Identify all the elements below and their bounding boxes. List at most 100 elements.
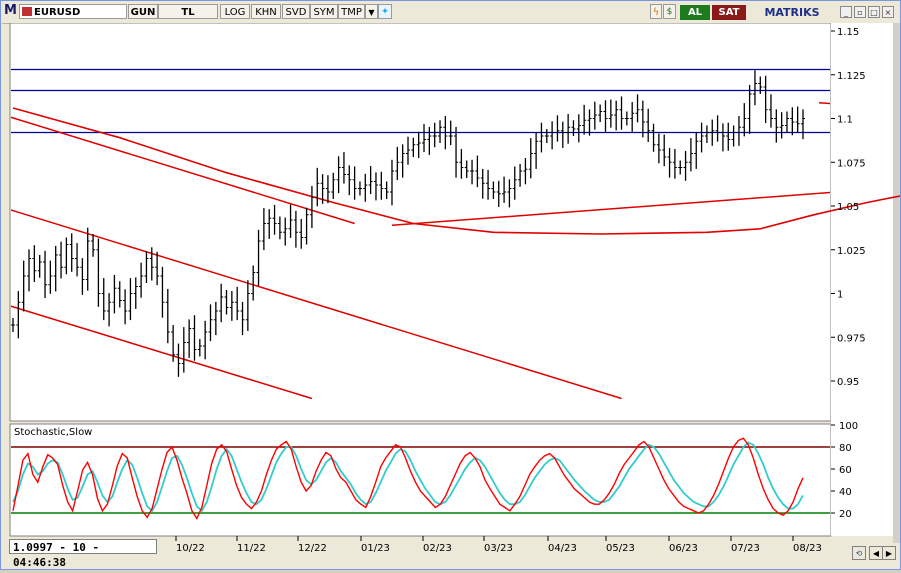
price-y-tick-label: 1.125 [837,71,866,82]
svd-button[interactable]: SVD [282,4,310,19]
price-bar [357,181,362,196]
x-axis-tick-label: 03/23 [484,543,513,554]
price-bar [245,280,250,331]
price-bar [139,262,144,298]
price-bar [341,152,346,184]
price-bar [299,218,304,249]
currency-button-tl[interactable]: TL [158,4,218,19]
price-bar [213,301,218,336]
price-bar [309,186,314,229]
price-bar [277,216,282,240]
twitter-icon[interactable]: ✦ [378,4,392,19]
price-bar [512,166,517,200]
price-bar [27,249,32,292]
khn-button[interactable]: KHN [251,4,281,19]
price-bar [667,147,672,178]
price-bar [16,291,21,339]
price-bar [11,318,15,332]
price-bar [619,96,624,130]
price-bar [181,327,186,373]
price-bar [123,289,128,325]
app-logo[interactable]: M [4,3,17,18]
price-y-tick-label: 1 [837,290,843,301]
price-bar [784,111,789,133]
minimize-icon[interactable]: _ [840,6,852,18]
price-bar [192,315,197,361]
price-bar [523,158,528,185]
sell-button[interactable]: SAT [712,5,746,20]
price-bar [566,113,571,144]
price-bar [475,155,480,188]
dropdown-arrow-icon[interactable]: ▼ [365,4,378,19]
price-bar [507,179,512,208]
price-bar [219,283,224,323]
price-bar [576,114,581,143]
price-bar [763,75,768,124]
close-icon[interactable]: × [882,6,894,18]
price-bar [662,134,667,167]
price-bar [379,171,384,200]
tmp-button[interactable]: TMP [338,4,365,19]
price-bar [742,103,747,137]
symbol-label: EURUSD [34,7,81,18]
price-bar [603,100,608,132]
lightning-icon[interactable]: ϟ [650,4,662,19]
price-y-tick-label: 1.025 [837,246,866,257]
chart-svg: 1.15 1.125 1.1 1.075 1.05 1.025 1 0.975 0.95 10/2… [9,22,901,554]
price-bar [432,122,437,148]
price-bar [550,121,555,150]
price-bar [571,120,576,136]
price-bar [614,100,619,131]
price-bar [37,255,42,278]
price-bar [480,168,485,199]
refresh-icon[interactable]: ⟲ [852,546,866,560]
x-axis-tick-label: 02/23 [423,543,452,554]
scroll-right-icon[interactable]: ▶ [882,546,896,560]
buy-button[interactable]: AL [680,5,710,20]
price-y-tick-label: 1.05 [837,202,859,213]
price-bar [544,129,549,143]
price-bar [502,176,507,203]
price-bar [251,265,256,301]
price-bar [197,339,202,357]
price-bar [694,132,699,169]
log-scale-button[interactable]: LOG [220,4,250,19]
x-axis-tick-label: 05/23 [606,543,635,554]
restore-icon[interactable]: ▫ [854,6,866,18]
stoch-y-tick-label: 40 [839,487,852,498]
price-bar [261,208,266,251]
price-bar [752,70,757,106]
price-bar [726,122,731,151]
stochastic-k-line [12,437,804,520]
x-axis-tick-label: 11/22 [237,543,266,554]
price-bar [80,258,85,295]
price-bar [710,119,715,146]
price-bar [352,166,357,200]
price-bar [560,121,565,148]
price-bar [672,148,677,179]
price-bar [656,133,661,164]
price-bar [373,172,378,201]
sym-button[interactable]: SYM [310,4,338,19]
price-bar [801,109,805,140]
symbol-selector[interactable]: EURUSD [19,4,127,19]
price-bar [165,288,170,344]
price-bar [427,126,432,155]
scrollbar[interactable] [893,23,900,543]
price-bar [459,148,464,179]
currency-icon[interactable]: $ [663,4,676,19]
price-bar [59,241,64,279]
price-bar [774,109,779,143]
price-bar [43,250,48,299]
price-bar [646,108,651,142]
maximize-icon[interactable]: □ [868,6,880,18]
price-bar [443,116,448,150]
price-bar [48,260,53,294]
price-bar [320,174,325,204]
period-button-gun[interactable]: GUN [128,4,158,19]
scroll-left-icon[interactable]: ◀ [869,546,883,560]
price-bar [795,106,800,133]
price-y-tick-label: 1.1 [837,115,853,126]
price-bar [715,115,720,142]
